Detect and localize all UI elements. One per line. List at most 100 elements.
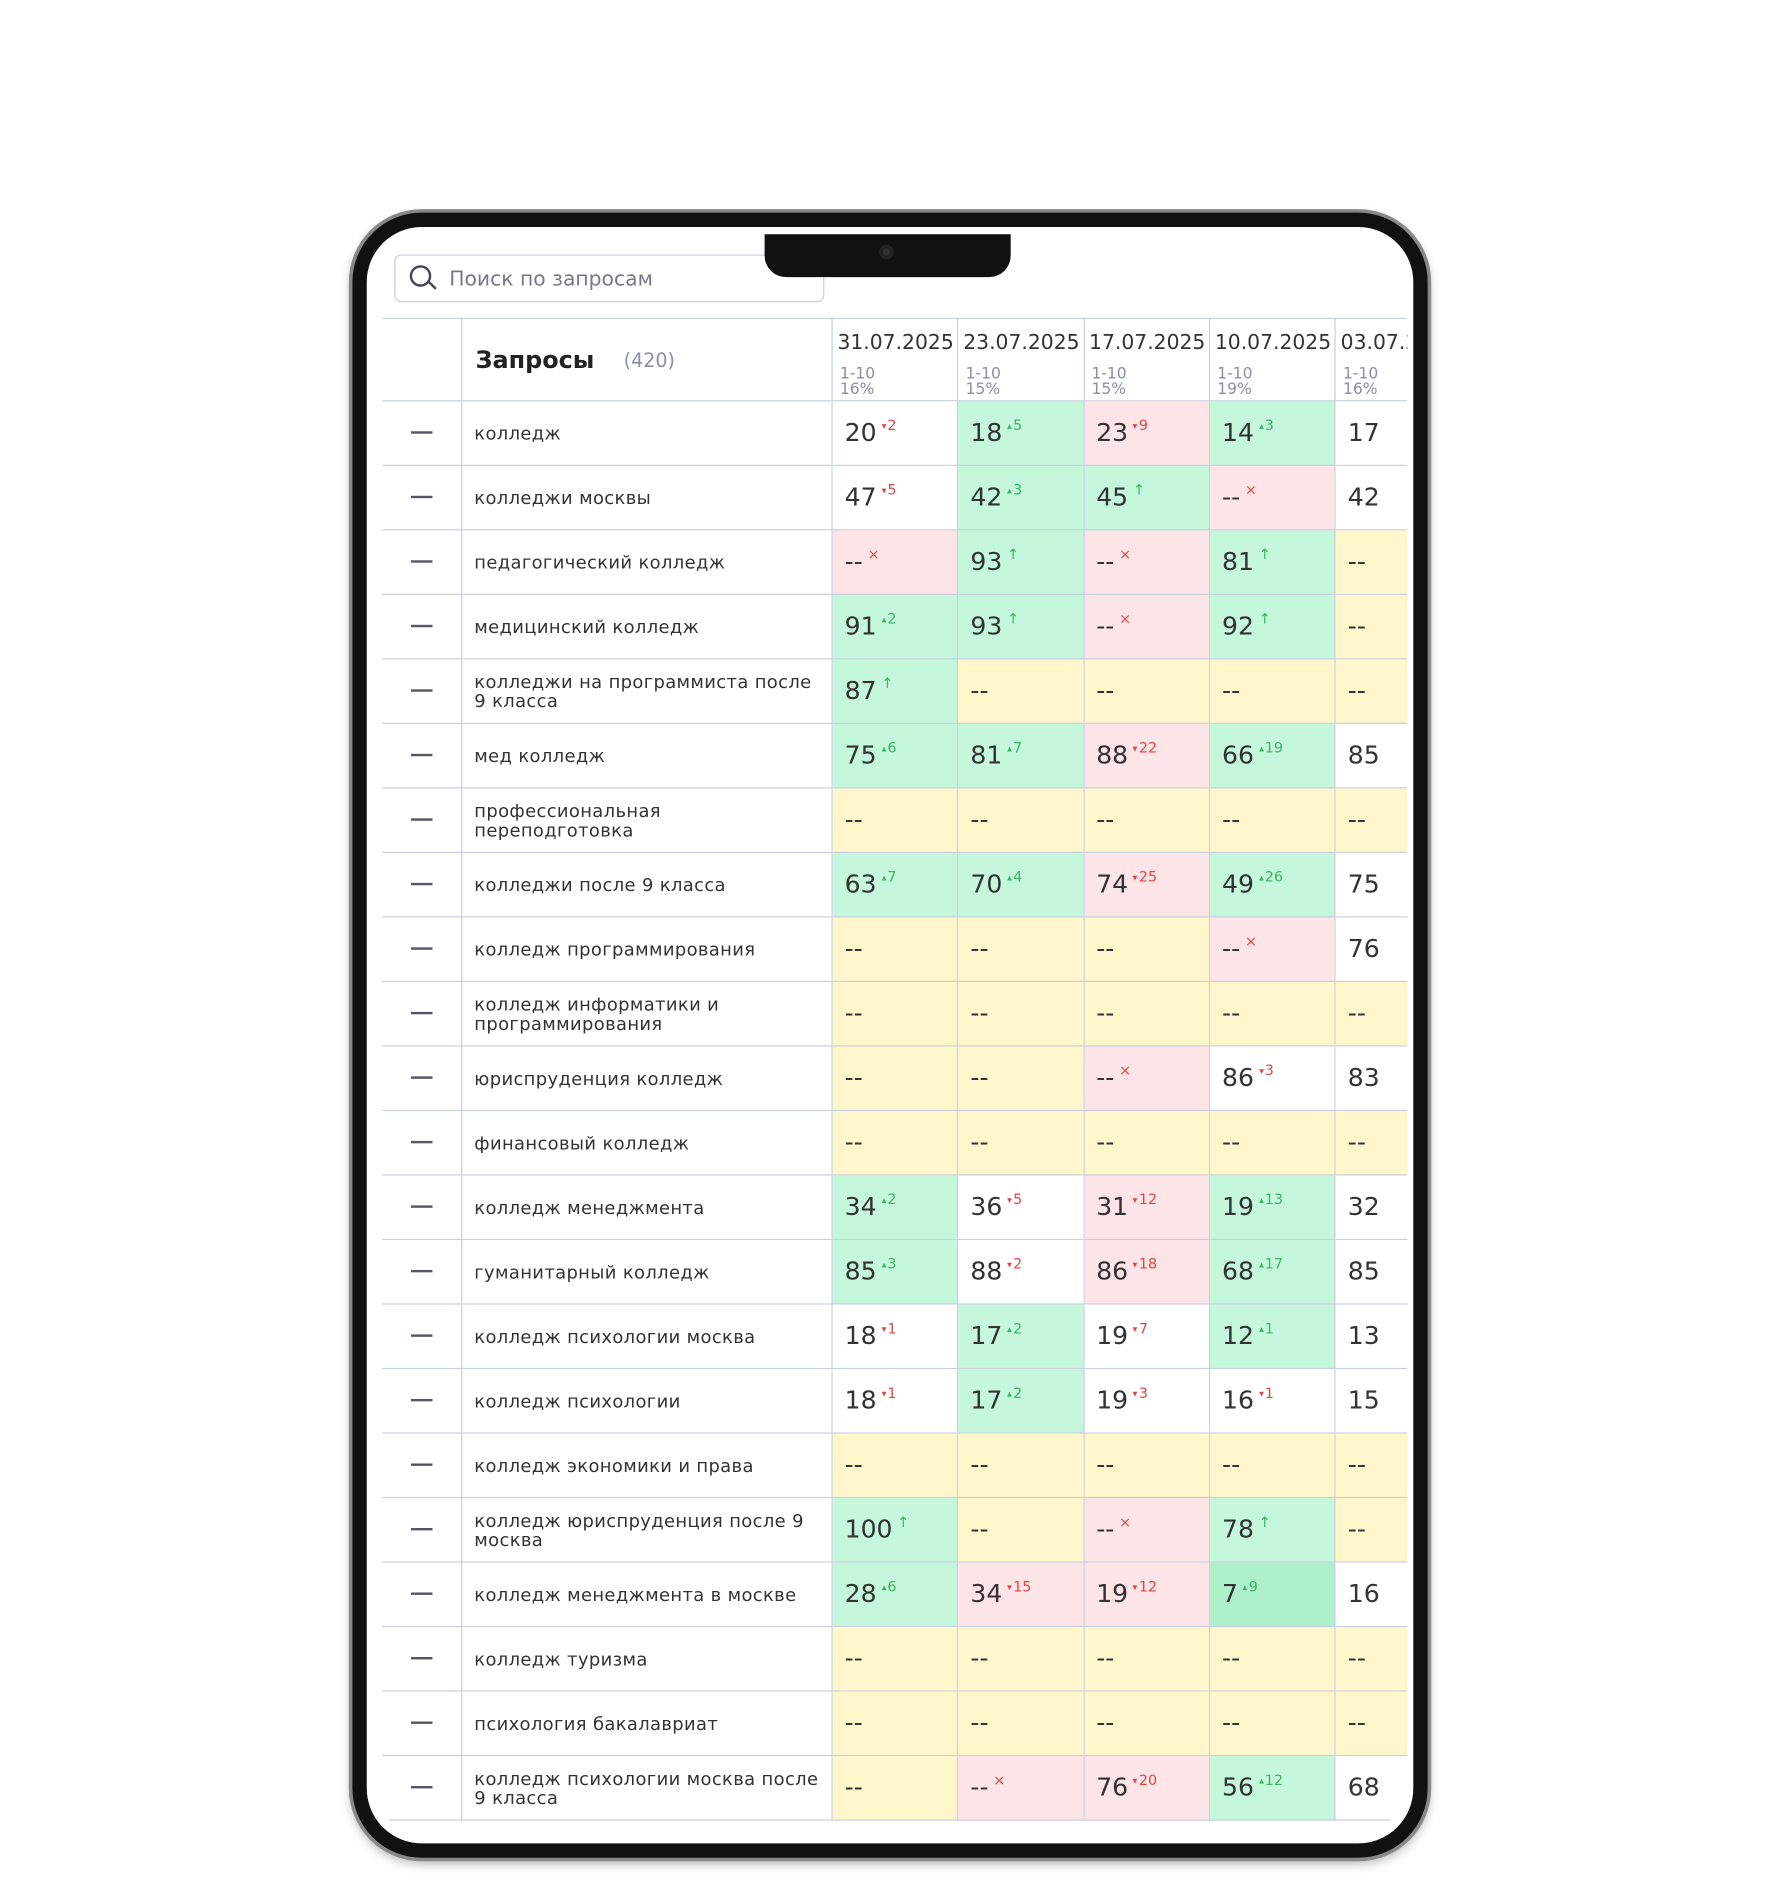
position-change: 1 xyxy=(881,1320,896,1337)
position-cell: -- xyxy=(958,1498,1085,1563)
position-change: 12 xyxy=(1132,1191,1157,1208)
value: 93 xyxy=(970,611,1003,641)
toggle-dash[interactable] xyxy=(410,1463,433,1466)
position-cell: 49 26 xyxy=(1210,852,1336,918)
search-placeholder: Поиск по запросам xyxy=(449,267,653,292)
position-change: 12 xyxy=(1258,1772,1283,1789)
position-value: 63 7 xyxy=(844,869,897,899)
change-arrow xyxy=(881,1584,887,1590)
column-header[interactable]: 23.07.2025 1-10 15% xyxy=(958,317,1085,402)
value: -- xyxy=(1222,1450,1241,1480)
value: 16 xyxy=(1222,1385,1254,1415)
position-cell: 13 xyxy=(1335,1304,1408,1370)
toggle-dash[interactable] xyxy=(410,947,433,950)
position-value: -- xyxy=(970,1644,988,1673)
position-change: ↑ xyxy=(1259,1514,1271,1531)
column-header[interactable]: 31.07.2025 1-10 16% xyxy=(832,317,959,402)
position-cell: 18 1 xyxy=(832,1369,959,1434)
toggle-cell xyxy=(382,1756,463,1821)
change-text: ↑ xyxy=(1007,610,1020,628)
change-text: ↑ xyxy=(1132,481,1145,499)
change-text: 13 xyxy=(1264,1191,1283,1208)
toggle-dash[interactable] xyxy=(410,1269,433,1273)
toggle-dash[interactable] xyxy=(410,1657,433,1660)
position-change: × xyxy=(1119,1514,1131,1531)
value: 7 xyxy=(1222,1579,1238,1609)
column-header[interactable]: 10.07.2025 1-10 19% xyxy=(1210,317,1336,402)
toggle-cell xyxy=(382,1111,463,1176)
toggle-dash[interactable] xyxy=(410,1527,433,1531)
position-cell: -- xyxy=(1335,788,1408,853)
toggle-dash[interactable] xyxy=(410,431,433,434)
position-cell: 74 25 xyxy=(1084,852,1211,918)
toggle-cell xyxy=(382,1369,463,1434)
toggle-dash[interactable] xyxy=(410,1011,433,1015)
position-cell: -- xyxy=(832,1046,959,1112)
position-value: 93 ↑ xyxy=(970,546,1019,576)
toggle-dash[interactable] xyxy=(410,1398,433,1402)
position-value: -- xyxy=(1348,999,1366,1028)
value: -- xyxy=(1222,1127,1241,1157)
value: -- xyxy=(970,1772,989,1802)
position-change: ↑ xyxy=(1259,610,1271,627)
search-box[interactable]: Поиск по запросам xyxy=(394,254,825,303)
toggle-dash[interactable] xyxy=(410,1592,433,1595)
value: 92 xyxy=(1222,611,1254,641)
position-value: -- xyxy=(1348,1708,1366,1737)
toggle-dash[interactable] xyxy=(410,1076,433,1079)
value: 49 xyxy=(1222,869,1254,899)
position-value: 85 3 xyxy=(845,1256,897,1286)
position-cell: 83 xyxy=(1335,1046,1408,1112)
query: финансовый колледж xyxy=(462,1111,833,1176)
position-cell: -- × xyxy=(1084,530,1211,595)
position-value: -- xyxy=(1222,1644,1240,1673)
toggle-dash[interactable] xyxy=(410,1786,433,1789)
toggle-dash[interactable] xyxy=(410,1140,433,1144)
position-change: 2 xyxy=(881,1191,896,1208)
toggle-cell xyxy=(382,852,463,918)
position-change: × xyxy=(993,1772,1005,1789)
toggle-dash[interactable] xyxy=(410,560,433,563)
toggle-dash[interactable] xyxy=(410,689,433,692)
column-date: 03.07.2025 xyxy=(1340,330,1408,355)
position-cell: 17 2 xyxy=(958,1369,1085,1434)
column-header[interactable]: 17.07.2025 1-10 15% xyxy=(1084,317,1211,402)
value: -- xyxy=(1096,1643,1115,1673)
position-value: 28 6 xyxy=(845,1578,897,1608)
change-arrow xyxy=(1007,1197,1012,1203)
position-cell: 68 17 xyxy=(1210,1240,1336,1305)
toggle-dash[interactable] xyxy=(410,1334,433,1337)
change-text: 2 xyxy=(1013,1384,1023,1402)
position-change: 1 xyxy=(1258,1320,1274,1337)
change-text: 20 xyxy=(1138,1771,1158,1789)
position-change: 2 xyxy=(881,610,896,627)
value: 83 xyxy=(1347,1063,1380,1092)
toggle-dash[interactable] xyxy=(410,882,433,886)
toggle-dash[interactable] xyxy=(410,495,433,499)
change-arrow xyxy=(1007,1326,1012,1332)
column-date: 31.07.2025 xyxy=(837,330,954,355)
toggle-dash[interactable] xyxy=(410,624,433,628)
toggle-dash[interactable] xyxy=(410,1721,433,1724)
change-arrow xyxy=(1258,1326,1264,1332)
toggle-cell xyxy=(382,1046,463,1112)
toggle-dash[interactable] xyxy=(410,1205,433,1208)
position-cell: 19 7 xyxy=(1084,1304,1211,1370)
position-cell: -- xyxy=(832,1756,959,1821)
toggle-dash[interactable] xyxy=(410,753,433,757)
toggle-cell xyxy=(382,723,463,789)
position-cell: 16 1 xyxy=(1210,1369,1336,1434)
toggle-dash[interactable] xyxy=(410,818,433,821)
position-change: 7 xyxy=(1132,1320,1148,1337)
position-value: 34 15 xyxy=(970,1578,1031,1608)
toggle-cell xyxy=(382,917,463,983)
position-cell: 42 3 xyxy=(958,465,1085,531)
change-text: 2 xyxy=(887,416,897,434)
value: 63 xyxy=(844,869,877,899)
position-value: 68 xyxy=(1348,1773,1380,1802)
toggle-cell xyxy=(382,1433,463,1499)
column-date: 23.07.2025 xyxy=(963,330,1080,355)
change-arrow xyxy=(1258,423,1264,429)
position-change: 13 xyxy=(1258,1191,1283,1208)
